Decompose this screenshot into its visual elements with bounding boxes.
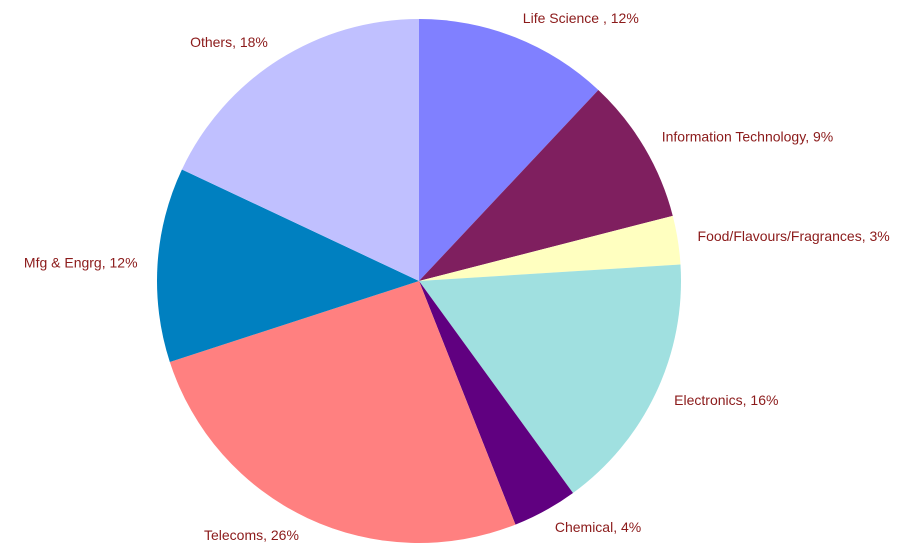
pie-slice [419, 215, 681, 281]
slice-label: Mfg & Engrg, 12% [24, 254, 138, 270]
slice-category: Mfg & Engrg [24, 254, 102, 270]
slice-value: , 12% [603, 10, 639, 26]
pie-slice [419, 264, 681, 493]
slice-category: Information Technology [662, 128, 806, 144]
slice-value: , 26% [263, 527, 299, 543]
slice-category: Telecoms [204, 527, 263, 543]
pie-slice [181, 19, 419, 281]
slice-label: Life Science , 12% [523, 10, 639, 26]
slice-label: Food/Flavours/Fragrances, 3% [698, 228, 890, 244]
slice-category: Life Science [523, 10, 603, 26]
slice-category: Food/Flavours/Fragrances [698, 228, 862, 244]
slice-label: Others, 18% [190, 34, 268, 50]
slice-label: Chemical, 4% [555, 519, 641, 535]
slice-value: , 9% [805, 128, 833, 144]
slice-category: Electronics [674, 392, 742, 408]
slice-category: Chemical [555, 519, 613, 535]
slice-label: Telecoms, 26% [204, 527, 299, 543]
pie-slice [419, 90, 673, 281]
slice-value: , 4% [613, 519, 641, 535]
slice-value: , 3% [862, 228, 890, 244]
slice-value: , 16% [743, 392, 779, 408]
slice-category: Others [190, 34, 232, 50]
slice-label: Information Technology, 9% [662, 128, 833, 144]
pie-slice [169, 281, 516, 543]
pie-slice [157, 169, 420, 362]
pie-slice [419, 281, 573, 525]
pie-slice [419, 19, 599, 281]
slice-value: , 12% [102, 254, 138, 270]
slice-value: , 18% [232, 34, 268, 50]
slice-label: Electronics, 16% [674, 392, 778, 408]
